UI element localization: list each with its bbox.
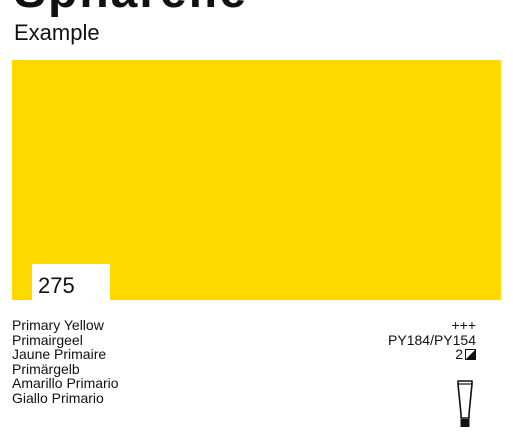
color-name-es: Amarillo Primario (12, 375, 119, 392)
brand-title: Spharelle (14, 0, 248, 20)
pigment-codes: PY184/PY154 (388, 331, 476, 348)
opacity-row: 2 (388, 347, 476, 362)
color-code: 275 (38, 273, 75, 298)
color-code-tab (32, 264, 110, 304)
color-swatch (12, 60, 501, 300)
color-name-list: Primary Yellow Primairgeel Jaune Primair… (12, 318, 119, 406)
color-name-en: Primary Yellow (12, 317, 104, 333)
opacity-level: 2 (455, 346, 463, 363)
spec-column: +++ PY184/PY154 2 (388, 318, 476, 362)
half-filled-square-icon (465, 348, 476, 360)
page-subtitle: Example (14, 20, 100, 45)
color-name-fr: Jaune Primaire (12, 346, 107, 363)
paint-tube-icon (457, 380, 473, 427)
header-crop: Spharelle (0, 0, 513, 24)
color-name-nl: Primairgeel (12, 331, 83, 348)
color-name-it: Giallo Primario (12, 389, 104, 406)
lightfastness-rating: +++ (451, 317, 476, 333)
color-name-de: Primärgelb (12, 360, 80, 377)
